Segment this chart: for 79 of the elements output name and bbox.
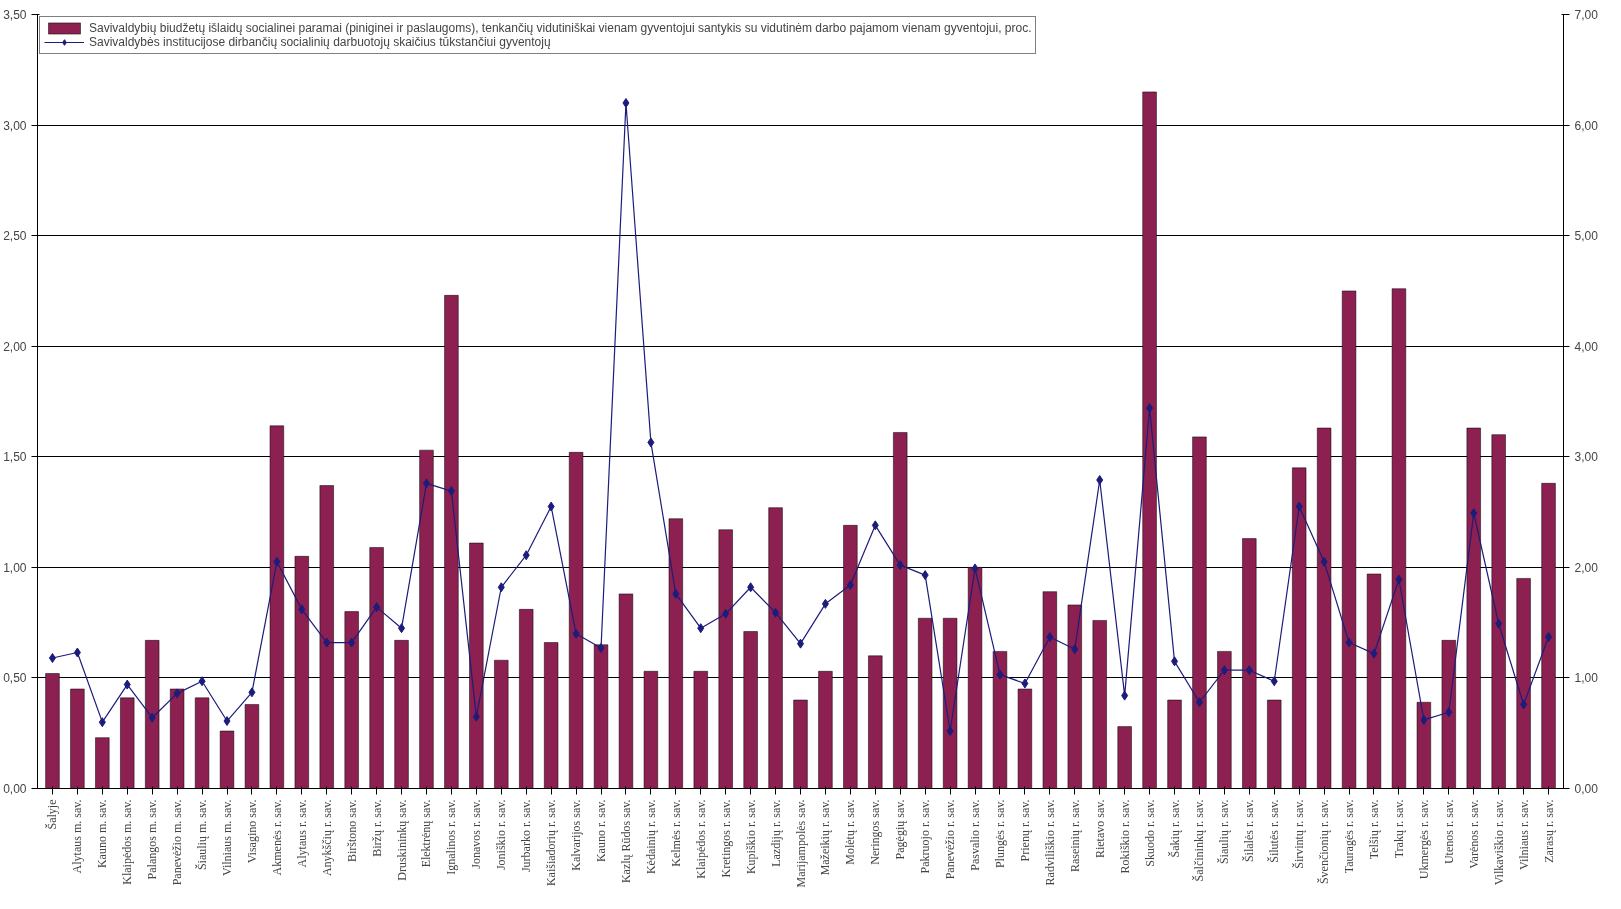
x-tick-label: Jurbarko r. sav. <box>519 799 534 873</box>
x-tick-label: Kalvarijos sav. <box>569 799 584 871</box>
x-tick-label: Tauragės r. sav. <box>1342 799 1357 874</box>
x-tick-label: Utenos r. sav. <box>1441 799 1456 865</box>
x-tick-label: Kaišiadorių r. sav. <box>544 799 559 887</box>
x-tick-label: Vilkaviškio r. sav. <box>1491 799 1506 886</box>
x-tick-label: Ukmergės r. sav. <box>1416 799 1431 880</box>
y-tick-label: 0,50 <box>3 671 27 686</box>
x-tick-label: Prienų r. sav. <box>1017 799 1032 862</box>
y-tick-label: 2,50 <box>3 229 27 244</box>
x-tick-label: Kelmės r. sav. <box>668 799 683 867</box>
x-tick-label: Birštono sav. <box>344 799 359 863</box>
x-tick-label: Klaipėdos m. sav. <box>120 799 135 885</box>
x-tick-label: Vilniaus r. sav. <box>1516 799 1531 870</box>
x-tick-label: Panevėžio r. sav. <box>943 799 958 880</box>
y2-tick-label: 4,00 <box>1574 339 1599 354</box>
y2-tick-label: 2,00 <box>1574 560 1599 575</box>
x-tick-label: Šakių r. sav. <box>1167 799 1182 858</box>
x-tick-label: Šilutės r. sav. <box>1267 799 1282 863</box>
x-tick-label: Švenčionių r. sav. <box>1317 799 1332 885</box>
legend-label: Savivaldybės institucijose dirbančių socialinių darbuotojų skaičius tūkstančiui gyventojų <box>89 35 551 49</box>
x-tick-label: Šilalės r. sav. <box>1242 799 1257 863</box>
x-tick-label: Druskininkų sav. <box>394 799 409 881</box>
x-tick-label: Šalyje <box>45 799 60 830</box>
x-tick-label: Pasvalio r. sav. <box>968 799 983 871</box>
y-tick-label: 2,00 <box>3 339 27 354</box>
x-tick-label: Kauno m. sav. <box>95 799 110 869</box>
x-tick-label: Panevėžio m. sav. <box>170 799 185 886</box>
y2-tick-label: 6,00 <box>1574 118 1599 133</box>
y-tick-label: 0,00 <box>3 782 27 796</box>
x-tick-label: Marijampolės sav. <box>793 799 808 888</box>
y2-tick-label: 3,00 <box>1574 450 1599 465</box>
x-tick-label: Neringos sav. <box>868 799 883 865</box>
y2-tick-label: 7,00 <box>1574 8 1599 22</box>
y2-tick-label: 5,00 <box>1574 229 1599 244</box>
x-tick-label: Elektrėnų sav. <box>419 799 434 868</box>
x-tick-label: Kazlų Rūdos sav. <box>618 799 633 884</box>
y2-tick-label: 1,00 <box>1574 671 1599 686</box>
x-tick-label: Zarasų r. sav. <box>1541 799 1556 863</box>
x-tick-label: Mažeikių r. sav. <box>818 799 833 876</box>
x-tick-label: Anykščių r. sav. <box>319 799 334 877</box>
y2-tick-label: 0,00 <box>1574 782 1599 796</box>
x-tick-label: Širvintų r. sav. <box>1292 799 1307 869</box>
x-tick-label: Kupiškio r. sav. <box>743 799 758 875</box>
x-tick-label: Molėtų r. sav. <box>843 799 858 865</box>
x-tick-label: Alytaus r. sav. <box>294 799 309 868</box>
x-tick-label: Ignalinos r. sav. <box>444 799 459 875</box>
x-tick-label: Akmenės r. sav. <box>269 799 284 876</box>
x-tick-label: Lazdijų r. sav. <box>768 799 783 867</box>
legend-label: Savivaldybių biudžetų išlaidų socialinei paramai (piniginei ir paslaugoms), tenkančių vidutiniškai vienam gyventojui santykis su vidutinėm darbo pajamom vienam gyventojui, proc. <box>89 21 1032 35</box>
x-tick-label: Rokiškio r. sav. <box>1117 799 1132 874</box>
x-tick-label: Rietavo sav. <box>1092 799 1107 859</box>
x-tick-label: Vilniaus m. sav. <box>220 799 234 876</box>
x-tick-label: Skuodo r. sav. <box>1142 799 1157 867</box>
x-tick-label: Kretingos r. sav. <box>718 799 733 878</box>
y-tick-label: 1,00 <box>3 560 27 575</box>
x-tick-label: Klaipėdos r. sav. <box>693 799 708 879</box>
y-tick-label: 1,50 <box>3 450 27 465</box>
x-tick-label: Pagėgių sav. <box>893 799 908 860</box>
y-tick-label: 3,00 <box>3 118 27 133</box>
x-tick-label: Šiaulių m. sav. <box>195 799 210 871</box>
x-tick-label: Radviliškio r. sav. <box>1042 799 1057 886</box>
x-tick-label: Palangos m. sav. <box>145 799 160 880</box>
x-tick-label: Alytaus m. sav. <box>70 799 85 874</box>
x-tick-label: Biržų r. sav. <box>369 799 384 857</box>
y-tick-label: 3,50 <box>3 8 27 22</box>
x-tick-label: Joniškio r. sav. <box>494 799 509 871</box>
x-tick-label: Trakų r. sav. <box>1391 799 1406 859</box>
x-tick-label: Plungės r. sav. <box>992 799 1007 869</box>
x-tick-label: Raseinių r. sav. <box>1067 799 1082 873</box>
x-tick-label: Kauno r. sav. <box>594 799 609 863</box>
x-tick-label: Pakruojo r. sav. <box>918 799 933 874</box>
x-tick-label: Kėdainių r. sav. <box>643 799 658 875</box>
x-tick-label: Visagino sav. <box>244 799 259 864</box>
x-tick-label: Jonavos r. sav. <box>469 799 484 869</box>
x-tick-label: Šiaulių r. sav. <box>1217 799 1232 865</box>
x-tick-label: Telšių r. sav. <box>1367 799 1381 860</box>
x-tick-label: Šalčininkų r. sav. <box>1192 799 1207 882</box>
x-tick-label: Varėnos r. sav. <box>1466 799 1481 869</box>
